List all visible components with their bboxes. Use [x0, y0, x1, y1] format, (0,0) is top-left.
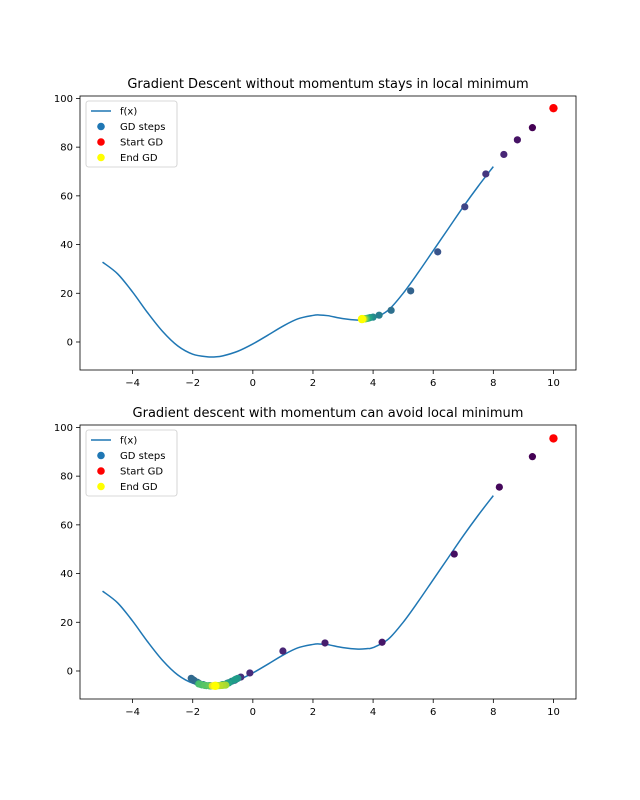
x-tick-label: 8	[490, 378, 496, 389]
gd-step-point	[231, 676, 239, 684]
gd-step-point	[450, 550, 458, 558]
legend-label: End GD	[120, 482, 158, 493]
legend-marker-swatch	[97, 122, 105, 131]
y-tick-label: 20	[60, 289, 73, 300]
chart-title: Gradient Descent without momentum stays …	[127, 77, 528, 92]
x-tick-label: 6	[430, 707, 436, 718]
y-tick-label: 40	[60, 240, 73, 251]
gd-step-point	[495, 483, 503, 491]
y-tick-label: 80	[60, 143, 73, 154]
gd-step-point	[528, 453, 537, 461]
legend-label: GD steps	[120, 122, 165, 133]
x-tick-label: 4	[370, 707, 376, 718]
legend-box	[85, 429, 178, 497]
end-gd-point	[211, 681, 220, 691]
gd-step-point	[461, 203, 469, 211]
x-tick-label: −4	[125, 707, 140, 718]
gd-step-point	[246, 669, 254, 677]
legend-label: Start GD	[120, 138, 163, 149]
gd-step-point	[434, 248, 442, 256]
x-tick-label: 4	[370, 378, 376, 389]
legend-label: Start GD	[120, 467, 163, 478]
gd-step-point	[528, 124, 537, 132]
chart-2: Gradient descent with momentum can avoid…	[54, 406, 577, 718]
legend-marker-swatch	[97, 467, 105, 475]
legend-label: f(x)	[120, 436, 137, 447]
legend-marker-swatch	[97, 138, 105, 146]
y-tick-label: 80	[60, 472, 73, 483]
axes-frame	[79, 95, 577, 371]
y-tick-label: 40	[60, 569, 73, 580]
end-gd-point	[357, 314, 367, 324]
y-tick-label: 0	[67, 666, 73, 677]
fx-curve	[102, 495, 494, 687]
x-tick-label: 10	[547, 378, 560, 389]
x-tick-label: 8	[490, 707, 496, 718]
gd-step-point	[279, 647, 287, 655]
x-tick-label: 2	[310, 707, 316, 718]
y-tick-label: 20	[60, 618, 73, 629]
gd-step-point	[407, 287, 415, 295]
x-tick-label: 6	[430, 378, 436, 389]
x-tick-label: 2	[310, 378, 316, 389]
start-gd-point	[549, 434, 558, 443]
x-tick-label: 10	[547, 707, 560, 718]
chart-title: Gradient descent with momentum can avoid…	[133, 406, 524, 421]
legend-marker-swatch	[97, 153, 105, 162]
y-tick-label: 100	[54, 94, 73, 105]
legend-label: GD steps	[120, 451, 165, 462]
y-tick-label: 100	[54, 423, 73, 434]
legend-label: End GD	[120, 153, 158, 164]
y-tick-label: 60	[60, 191, 73, 202]
legend-label: f(x)	[120, 107, 137, 118]
gd-step-point	[321, 639, 329, 647]
x-tick-label: −4	[125, 378, 140, 389]
y-tick-label: 60	[60, 520, 73, 531]
legend-box	[85, 100, 178, 168]
legend: f(x) GD steps Start GD End GD	[85, 100, 178, 168]
gd-step-point	[482, 170, 490, 178]
legend: f(x) GD steps Start GD End GD	[85, 429, 178, 497]
y-tick-label: 0	[67, 337, 73, 348]
gd-step-point	[387, 306, 395, 314]
gd-step-point	[378, 638, 386, 646]
axes-frame	[79, 424, 577, 700]
x-tick-label: 0	[250, 707, 256, 718]
start-gd-point	[549, 103, 558, 113]
x-tick-label: 0	[250, 378, 256, 389]
gd-step-point	[500, 150, 508, 159]
gd-step-point	[375, 311, 383, 319]
fx-curve	[102, 166, 494, 358]
gd-step-point	[513, 136, 521, 144]
legend-marker-swatch	[97, 451, 105, 460]
x-tick-label: −2	[185, 707, 200, 718]
chart-1: Gradient Descent without momentum stays …	[54, 77, 577, 389]
x-tick-label: −2	[185, 378, 200, 389]
legend-marker-swatch	[97, 482, 105, 491]
